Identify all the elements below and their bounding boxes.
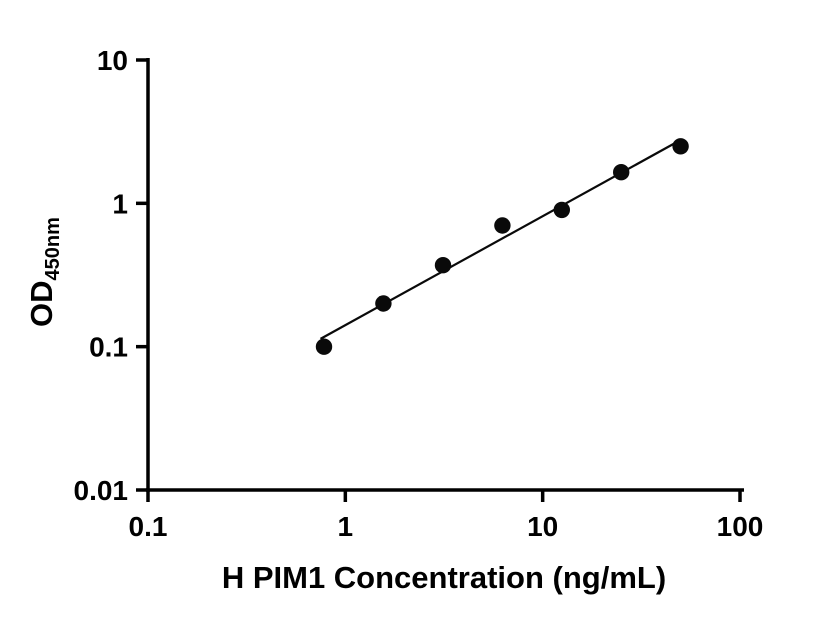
- data-point: [375, 295, 392, 312]
- x-tick-label: 10: [527, 511, 558, 542]
- y-tick-label: 10: [97, 45, 128, 76]
- y-tick-label: 1: [112, 188, 128, 219]
- y-axis-title: OD450nm: [24, 217, 64, 327]
- x-tick-label: 1: [338, 511, 354, 542]
- series-layer: [315, 138, 689, 355]
- x-axis-title: H PIM1 Concentration (ng/mL): [222, 560, 666, 595]
- data-point: [315, 338, 333, 355]
- y-axis-title-base: OD: [24, 280, 59, 327]
- data-point: [672, 138, 689, 155]
- x-tick-label: 100: [717, 511, 764, 542]
- y-tick-label: 0.01: [74, 475, 129, 506]
- data-point: [613, 164, 630, 181]
- data-point: [553, 201, 570, 219]
- data-point: [434, 257, 452, 274]
- x-tick-label: 0.1: [129, 511, 168, 542]
- y-tick-label: 0.1: [89, 332, 128, 363]
- data-point: [494, 217, 511, 234]
- y-axis-title-subscript: 450nm: [42, 217, 64, 280]
